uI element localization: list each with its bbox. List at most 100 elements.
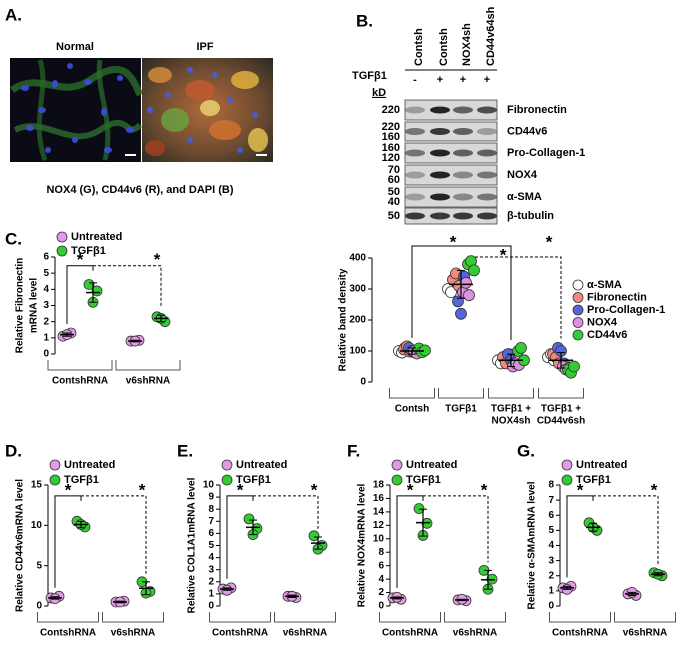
legend-label: Untreated	[71, 231, 122, 243]
micrograph-ipf	[142, 58, 273, 162]
significance-mark: *	[154, 250, 161, 269]
mw-label: 220	[382, 104, 400, 116]
blot-band	[477, 171, 497, 179]
y-tick-label: 14	[373, 507, 385, 518]
x-tick-label: TGFβ1 +	[491, 404, 531, 415]
y-axis-label: Relative α-SMAmRNA level	[527, 481, 538, 609]
category-bracket	[389, 388, 435, 399]
legend-label: Untreated	[406, 459, 457, 471]
lane-label: CD44v64sh	[485, 6, 497, 66]
blot-band	[453, 193, 473, 201]
legend-swatch	[572, 329, 584, 341]
significance-mark: *	[546, 232, 553, 251]
treatment-label: TGFβ1	[352, 70, 387, 82]
panel-label: D.	[5, 441, 22, 460]
y-tick-label: 4	[43, 284, 49, 295]
y-tick-label: 7	[208, 516, 214, 527]
x-tick-label: v6shRNA	[453, 628, 497, 639]
treatment-sign: +	[437, 74, 443, 86]
legend-label: Fibronectin	[587, 291, 647, 303]
legend-label: Untreated	[64, 459, 115, 471]
y-tick-label: 6	[378, 560, 384, 571]
y-tick-label: 9	[208, 492, 214, 503]
legend-swatch	[572, 304, 584, 316]
significance-mark: *	[65, 480, 72, 499]
category-bracket	[274, 612, 336, 623]
mw-label: 120	[382, 152, 400, 164]
data-point	[83, 279, 95, 290]
significance-mark: *	[139, 480, 146, 499]
y-tick-label: 10	[373, 533, 385, 544]
legend-swatch	[391, 474, 403, 486]
x-tick-label: CD44v6sh	[537, 416, 585, 427]
y-tick-label: 1	[548, 586, 554, 597]
x-tick-label: v6shRNA	[623, 628, 667, 639]
legend-label: TGFβ1	[406, 474, 441, 486]
mw-label: 50	[388, 210, 400, 222]
panel-label: C.	[5, 229, 22, 248]
significance-bracket	[475, 256, 562, 339]
legend-swatch	[221, 459, 233, 471]
legend-label: TGFβ1	[71, 245, 106, 257]
data-point	[308, 530, 320, 542]
y-tick-label: 7	[548, 495, 554, 506]
data-point	[455, 307, 467, 320]
data-point	[445, 286, 457, 299]
category-bracket	[438, 388, 484, 399]
category-bracket	[444, 612, 506, 623]
y-tick-label: 15	[31, 480, 43, 491]
y-tick-label: 5	[36, 560, 42, 571]
blot-band	[405, 106, 425, 114]
category-bracket	[614, 612, 676, 623]
legend-label: CD44v6	[587, 329, 627, 341]
blot-band	[477, 212, 497, 220]
significance-mark: *	[77, 250, 84, 269]
data-point	[91, 285, 103, 297]
blot-band	[477, 149, 497, 157]
lane-label: NOX4sh	[461, 23, 473, 66]
y-tick-label: 3	[548, 555, 554, 566]
legend-swatch	[56, 245, 68, 257]
data-point	[568, 360, 580, 373]
blot-band	[477, 128, 497, 135]
blot-band	[453, 106, 473, 114]
significance-mark: *	[407, 480, 414, 499]
treatment-sign: +	[460, 74, 466, 86]
x-tick-label: TGFβ1 +	[541, 404, 581, 415]
significance-mark: *	[577, 480, 584, 499]
x-tick-label: ContshRNA	[382, 628, 438, 639]
band-label: α-SMA	[507, 191, 542, 203]
significance-mark: *	[481, 480, 488, 499]
legend-label: TGFβ1	[64, 474, 99, 486]
y-tick-label: 3	[208, 564, 214, 575]
blot-band	[453, 212, 473, 220]
data-point	[515, 341, 527, 354]
category-bracket	[47, 360, 113, 371]
x-tick-label: ContshRNA	[212, 628, 268, 639]
mw-label: 40	[388, 196, 400, 208]
y-tick-label: 100	[349, 346, 366, 357]
y-axis-label: Relative band density	[338, 268, 349, 371]
image-title: IPF	[196, 41, 213, 53]
blot-band	[405, 212, 425, 220]
x-tick-label: TGFβ1	[445, 404, 477, 415]
legend-label: Untreated	[576, 459, 627, 471]
data-point	[460, 276, 472, 289]
legend-label: Untreated	[236, 459, 287, 471]
y-tick-label: 2	[548, 570, 554, 581]
y-tick-label: 0	[43, 349, 49, 360]
band-label: CD44v6	[507, 125, 547, 137]
category-bracket	[379, 612, 441, 623]
data-point	[243, 513, 255, 525]
y-tick-label: 8	[208, 504, 214, 515]
y-tick-label: 200	[349, 315, 366, 326]
significance-mark: *	[651, 480, 658, 499]
significance-bracket	[226, 495, 254, 579]
x-tick-label: NOX4sh	[492, 416, 531, 427]
y-tick-label: 300	[349, 284, 366, 295]
caption: NOX4 (G), CD44v6 (R), and DAPI (B)	[46, 184, 233, 196]
mw-label: 60	[388, 174, 400, 186]
y-tick-label: 0	[378, 601, 384, 612]
y-tick-label: 5	[208, 540, 214, 551]
